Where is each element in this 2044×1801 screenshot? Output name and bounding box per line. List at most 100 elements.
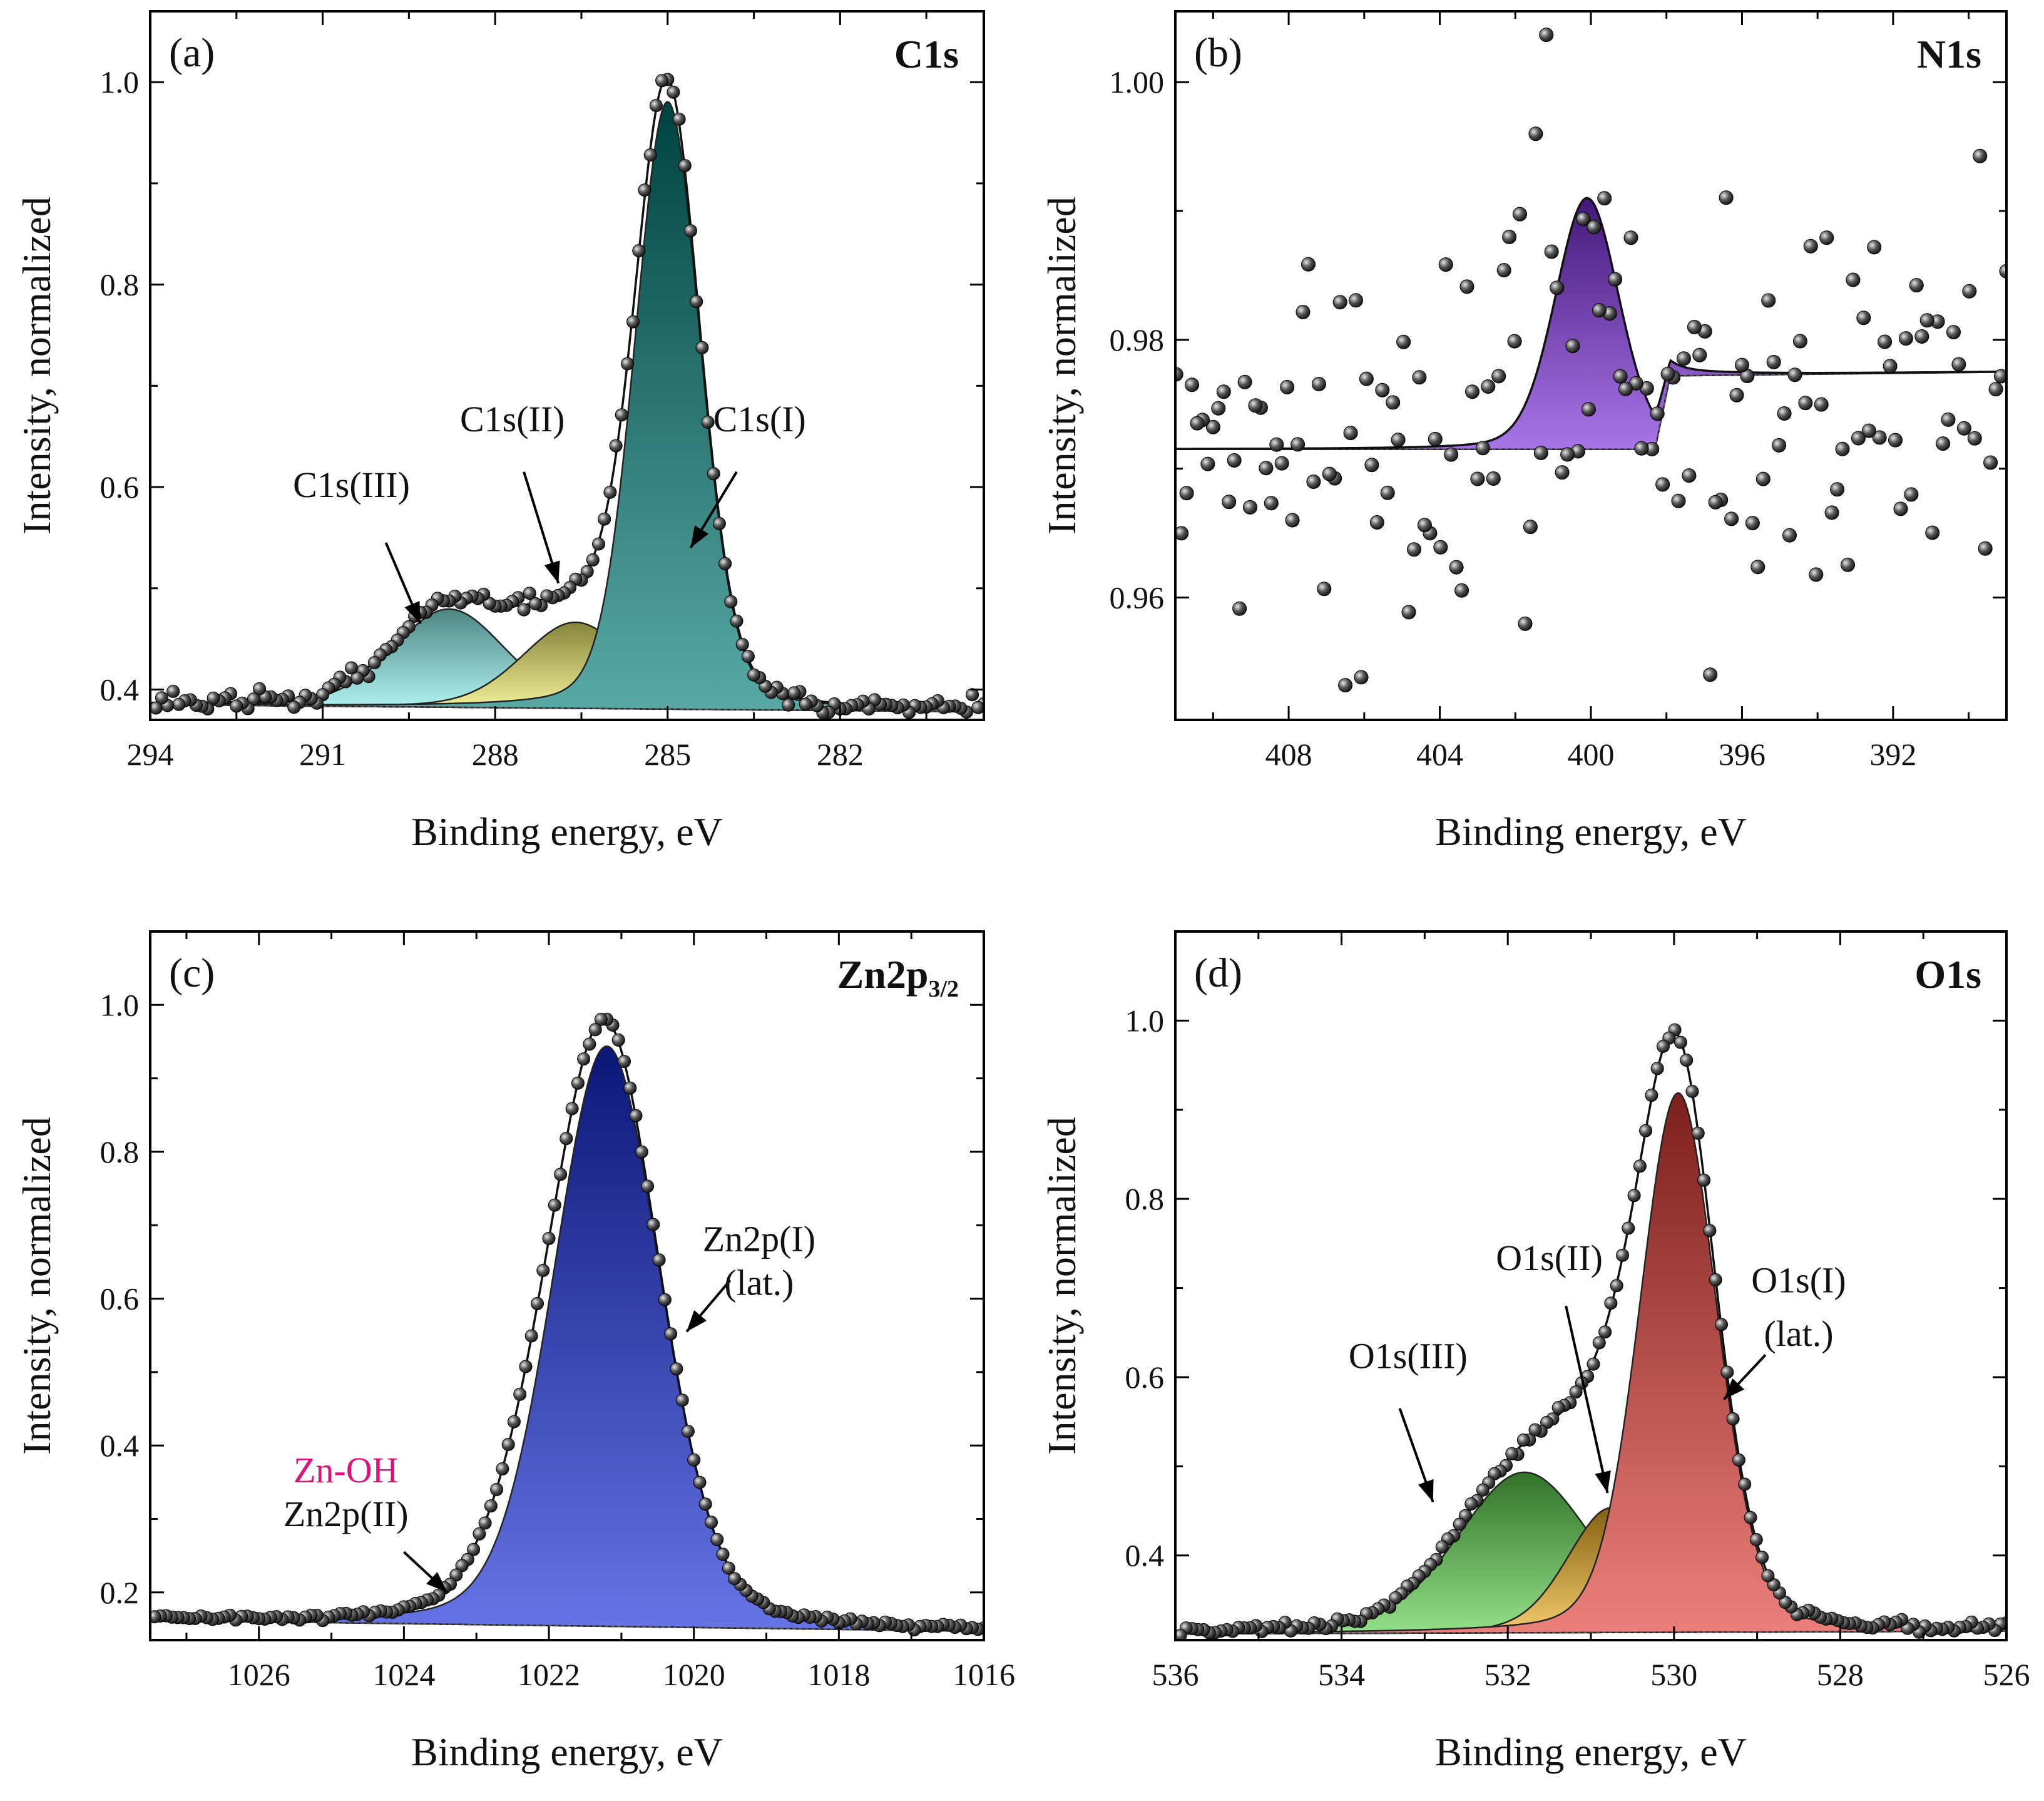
svg-text:O1s(II): O1s(II) xyxy=(1496,1238,1603,1278)
data-point xyxy=(1391,433,1406,448)
data-point xyxy=(1782,528,1797,543)
data-point xyxy=(728,1572,742,1586)
svg-text:O1s(III): O1s(III) xyxy=(1349,1336,1468,1377)
data-point xyxy=(531,1296,544,1310)
data-point xyxy=(1581,402,1596,417)
data-point xyxy=(1389,1591,1403,1604)
data-point xyxy=(1438,257,1453,272)
data-point xyxy=(635,1145,648,1159)
svg-text:C1s(I): C1s(I) xyxy=(713,399,806,439)
data-point xyxy=(618,1055,631,1069)
data-point xyxy=(971,700,984,714)
data-point xyxy=(1375,382,1390,398)
data-point xyxy=(1496,263,1511,278)
data-point xyxy=(594,1012,608,1026)
data-point xyxy=(207,691,220,705)
data-point xyxy=(1708,495,1723,510)
data-point xyxy=(1724,511,1739,526)
data-point xyxy=(1777,406,1792,421)
data-point xyxy=(1841,557,1855,572)
y-tick-label: 0.8 xyxy=(100,1134,140,1169)
data-point xyxy=(1732,1453,1745,1467)
annotation--lat-: (lat.) xyxy=(724,1263,794,1303)
data-point xyxy=(1994,369,2006,384)
data-point xyxy=(1744,1511,1757,1524)
data-point xyxy=(513,1387,527,1401)
data-point xyxy=(253,682,266,695)
data-point xyxy=(966,688,979,702)
data-point xyxy=(478,1516,492,1530)
y-tick-label: 1.0 xyxy=(100,987,140,1022)
data-point xyxy=(695,341,709,354)
data-point xyxy=(1551,1401,1565,1415)
data-point xyxy=(455,1559,469,1573)
data-point xyxy=(467,1542,481,1556)
data-point xyxy=(1290,437,1306,452)
data-point xyxy=(1914,329,1929,344)
data-point xyxy=(1909,278,1924,293)
y-tick-label: 1.0 xyxy=(1125,1003,1165,1038)
component-c1s-i- xyxy=(150,101,984,713)
data-point xyxy=(560,1132,573,1146)
panel-label: (d) xyxy=(1194,950,1242,996)
data-point xyxy=(1772,438,1787,453)
data-point xyxy=(1401,605,1416,620)
data-point xyxy=(247,692,260,706)
data-point xyxy=(172,697,186,711)
data-point xyxy=(1749,1533,1763,1546)
plot-area xyxy=(150,1012,984,1637)
data-point xyxy=(1745,516,1760,531)
data-point xyxy=(1544,244,1559,259)
x-tick-label: 530 xyxy=(1650,1657,1697,1692)
data-point xyxy=(1988,382,2003,397)
data-point xyxy=(716,1547,730,1561)
data-point xyxy=(1576,212,1591,227)
data-point xyxy=(1715,1318,1728,1332)
panel-label: (c) xyxy=(169,950,215,996)
data-point xyxy=(1655,477,1670,492)
data-point xyxy=(741,650,755,664)
y-tick-label: 0.98 xyxy=(1110,322,1165,357)
data-point xyxy=(1738,1477,1752,1491)
data-point xyxy=(1179,486,1194,501)
data-point xyxy=(1951,357,1966,372)
data-points xyxy=(1175,28,2006,693)
data-point xyxy=(1232,601,1247,616)
y-axis-label: Intensity, normalized xyxy=(14,1117,59,1455)
data-point xyxy=(693,1475,707,1489)
data-point xyxy=(1999,264,2006,279)
data-point xyxy=(1598,1325,1612,1339)
y-tick-label: 0.4 xyxy=(100,672,140,707)
data-point xyxy=(1703,1224,1717,1238)
data-point xyxy=(646,1218,660,1231)
data-point xyxy=(1205,419,1220,434)
data-point xyxy=(1755,471,1771,486)
svg-text:C1s(III): C1s(III) xyxy=(293,464,410,505)
data-point xyxy=(1528,126,1543,141)
data-point xyxy=(1680,1054,1694,1067)
data-point xyxy=(507,1415,521,1429)
data-point xyxy=(1856,310,1871,326)
data-point xyxy=(1386,395,1401,410)
data-point xyxy=(571,1076,585,1090)
data-point xyxy=(1936,436,1951,451)
data-point xyxy=(1259,461,1274,476)
x-tick-label: 400 xyxy=(1568,737,1615,772)
data-point xyxy=(1883,359,1898,374)
annotation-c1s-i-: C1s(I) xyxy=(689,399,806,549)
plot-area xyxy=(1175,1023,2006,1640)
data-point xyxy=(1435,1540,1449,1554)
data-point xyxy=(1729,387,1744,403)
x-tick-label: 1020 xyxy=(663,1657,725,1692)
data-point xyxy=(1610,1279,1623,1293)
data-point xyxy=(1592,303,1607,318)
x-tick-label: 404 xyxy=(1416,737,1463,772)
data-point xyxy=(626,315,640,329)
data-point xyxy=(710,1532,724,1546)
data-point xyxy=(667,85,680,99)
data-point xyxy=(629,1109,643,1122)
data-point xyxy=(1216,384,1231,399)
data-point xyxy=(687,1453,701,1467)
data-point xyxy=(684,224,697,238)
x-tick-label: 294 xyxy=(127,737,174,772)
